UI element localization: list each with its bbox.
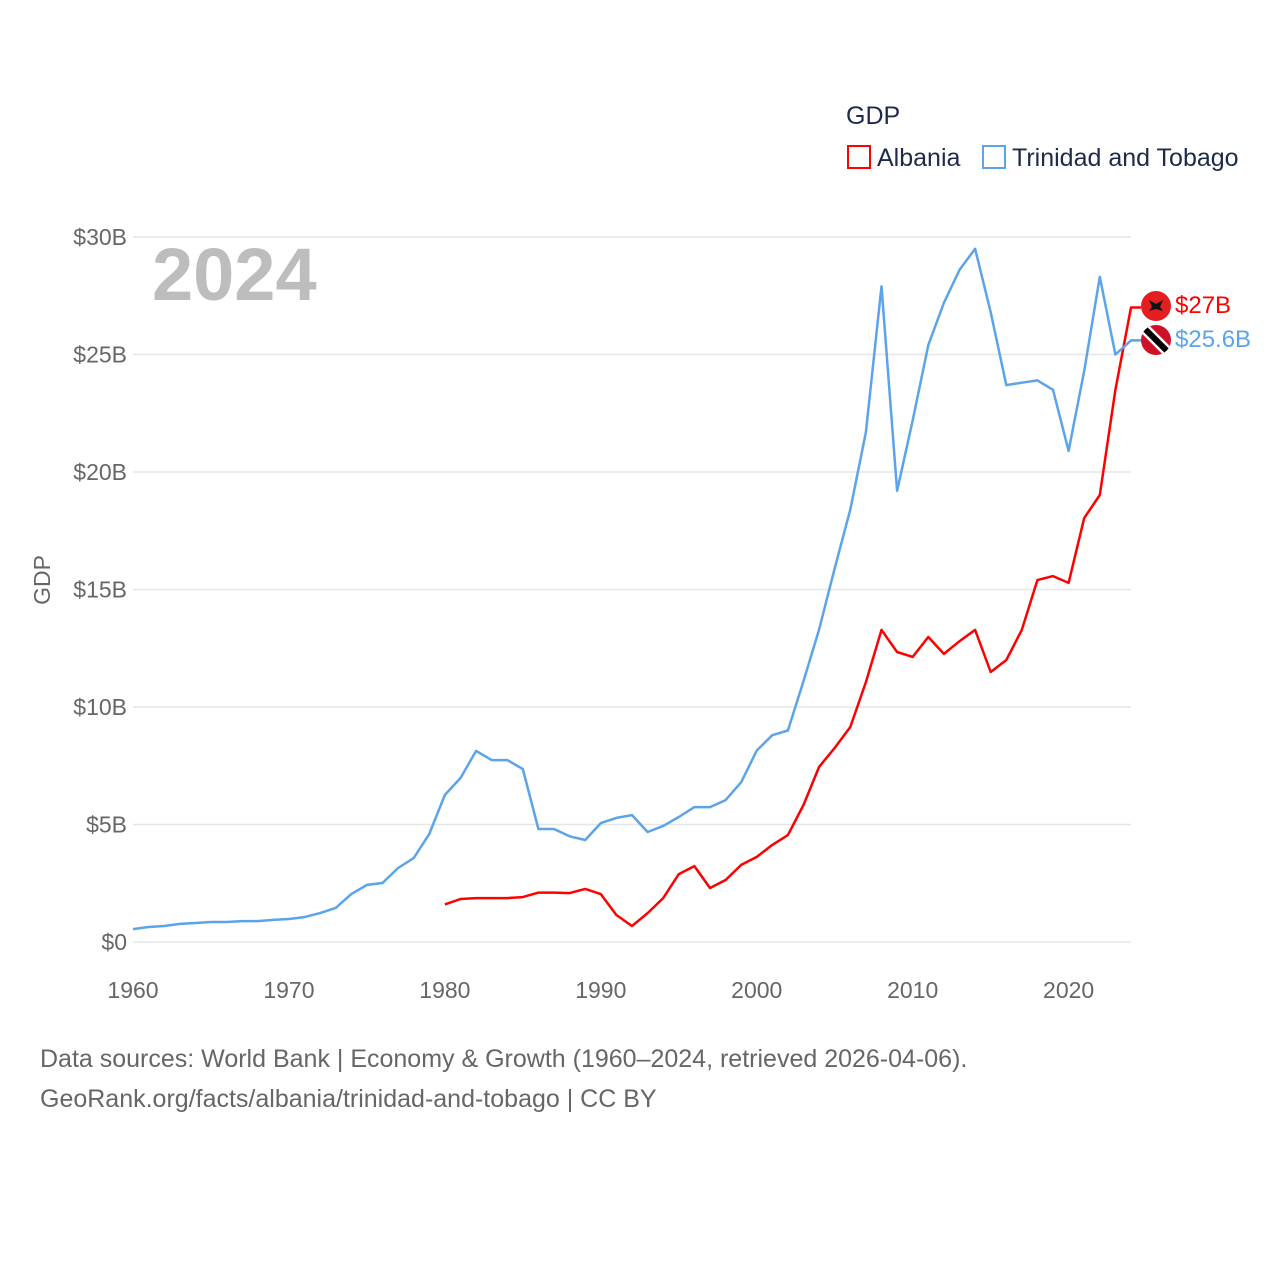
footer-sources: Data sources: World Bank | Economy & Gro…: [40, 1045, 968, 1073]
x-tick-label: 2000: [731, 977, 782, 1003]
series-line-albania: [444, 306, 1141, 928]
albania-flag-icon: [1141, 291, 1171, 321]
legend-item-albania[interactable]: Albania: [847, 144, 960, 172]
y-tick-label: $0: [101, 929, 127, 955]
legend-title: GDP: [846, 102, 900, 130]
x-tick-label: 1980: [419, 977, 470, 1003]
y-tick-label: $5B: [86, 812, 127, 838]
y-tick-label: $20B: [73, 459, 127, 485]
y-tick-label: $25B: [73, 342, 127, 368]
trinidad-and-tobago-flag-icon: [1141, 325, 1171, 355]
y-tick-label: $10B: [73, 694, 127, 720]
x-tick-label: 2020: [1043, 977, 1094, 1003]
legend-swatch-albania: [847, 145, 871, 169]
y-tick-label: $30B: [73, 224, 127, 250]
year-label: 2024: [152, 233, 317, 316]
y-tick-label: $15B: [73, 577, 127, 603]
legend-item-trinidad[interactable]: Trinidad and Tobago: [982, 144, 1239, 172]
trinidad-end-label: $25.6B: [1175, 326, 1251, 353]
legend-swatch-trinidad: [982, 145, 1006, 169]
y-axis-label: GDP: [29, 555, 55, 605]
footer-link[interactable]: GeoRank.org/facts/albania/trinidad-and-t…: [40, 1085, 657, 1113]
albania-end-label: $27B: [1175, 292, 1231, 319]
legend-label-trinidad: Trinidad and Tobago: [1012, 144, 1239, 172]
legend-label-albania: Albania: [877, 144, 960, 172]
x-tick-label: 1960: [107, 977, 158, 1003]
series-line-trinidad-and-tobago: [132, 247, 1141, 931]
x-tick-label: 2010: [887, 977, 938, 1003]
x-tick-label: 1970: [263, 977, 314, 1003]
x-tick-label: 1990: [575, 977, 626, 1003]
